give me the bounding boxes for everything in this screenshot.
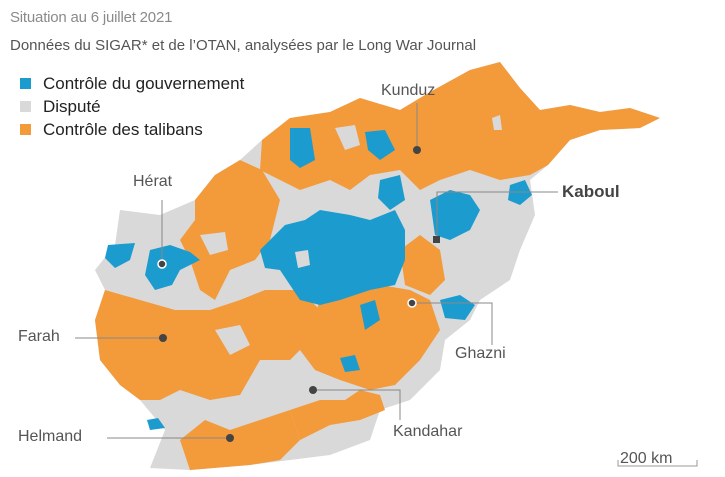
legend-item-government: Contrôle du gouvernement (20, 72, 244, 95)
region-government-herat-west (105, 243, 135, 268)
region-government-ghazni (440, 295, 475, 320)
region-taliban-center-south (300, 285, 440, 390)
kaboul-leader (436, 191, 558, 240)
ghazni-marker (407, 298, 417, 308)
region-government-north2 (365, 130, 395, 160)
kandahar-marker (309, 386, 317, 394)
region-disputed-west (200, 232, 228, 255)
farah-marker (159, 334, 167, 342)
herat-marker (157, 259, 167, 269)
city-label-kunduz: Kunduz (381, 82, 436, 99)
region-government-helmand (147, 418, 165, 430)
government-swatch-icon (20, 78, 31, 89)
legend-label: Contrôle des talibans (43, 119, 203, 139)
region-taliban-southwest (95, 290, 320, 400)
legend-label: Disputé (43, 96, 101, 116)
city-label-helmand: Helmand (18, 428, 83, 445)
region-government-herat (145, 245, 200, 290)
region-taliban-south (180, 410, 300, 470)
city-label-kaboul: Kaboul (562, 182, 620, 201)
region-taliban-kandahar (290, 390, 385, 440)
region-government-north1 (290, 128, 315, 168)
scale-bar (617, 460, 698, 467)
disputed-swatch-icon (20, 101, 31, 112)
region-disputed-north (335, 125, 360, 150)
legend-item-disputed: Disputé (20, 95, 244, 118)
legend-item-taliban: Contrôle des talibans (20, 118, 244, 141)
helmand-marker (226, 434, 234, 442)
legend-label: Contrôle du gouvernement (43, 73, 245, 93)
region-government-north3 (378, 175, 405, 210)
region-government-kabul (430, 190, 480, 240)
kunduz-marker (413, 146, 421, 154)
scale-label: 200 km (620, 450, 673, 467)
region-taliban-east (400, 235, 445, 295)
city-label-ghazni: Ghazni (455, 345, 506, 362)
region-disputed-center (295, 250, 310, 268)
city-label-herat: Hérat (133, 173, 173, 190)
region-disputed-northeast (492, 115, 502, 130)
region-government-center (260, 210, 405, 305)
kaboul-marker (433, 236, 440, 243)
kandahar-leader (313, 389, 401, 420)
city-label-kandahar: Kandahar (393, 423, 463, 440)
city-label-farah: Farah (18, 328, 60, 345)
ghazni-leader (412, 302, 493, 345)
map-legend: Contrôle du gouvernement Disputé Contrôl… (20, 72, 244, 141)
region-government-south1 (360, 300, 380, 330)
region-taliban-north (260, 62, 660, 190)
source-subtitle: Données du SIGAR* et de l’OTAN, analysée… (10, 37, 477, 54)
region-government-south2 (340, 355, 360, 372)
date-subtitle: Situation au 6 juillet 2021 (10, 9, 173, 26)
taliban-swatch-icon (20, 124, 31, 135)
region-taliban-west (180, 160, 280, 300)
region-disputed-south (215, 325, 250, 355)
